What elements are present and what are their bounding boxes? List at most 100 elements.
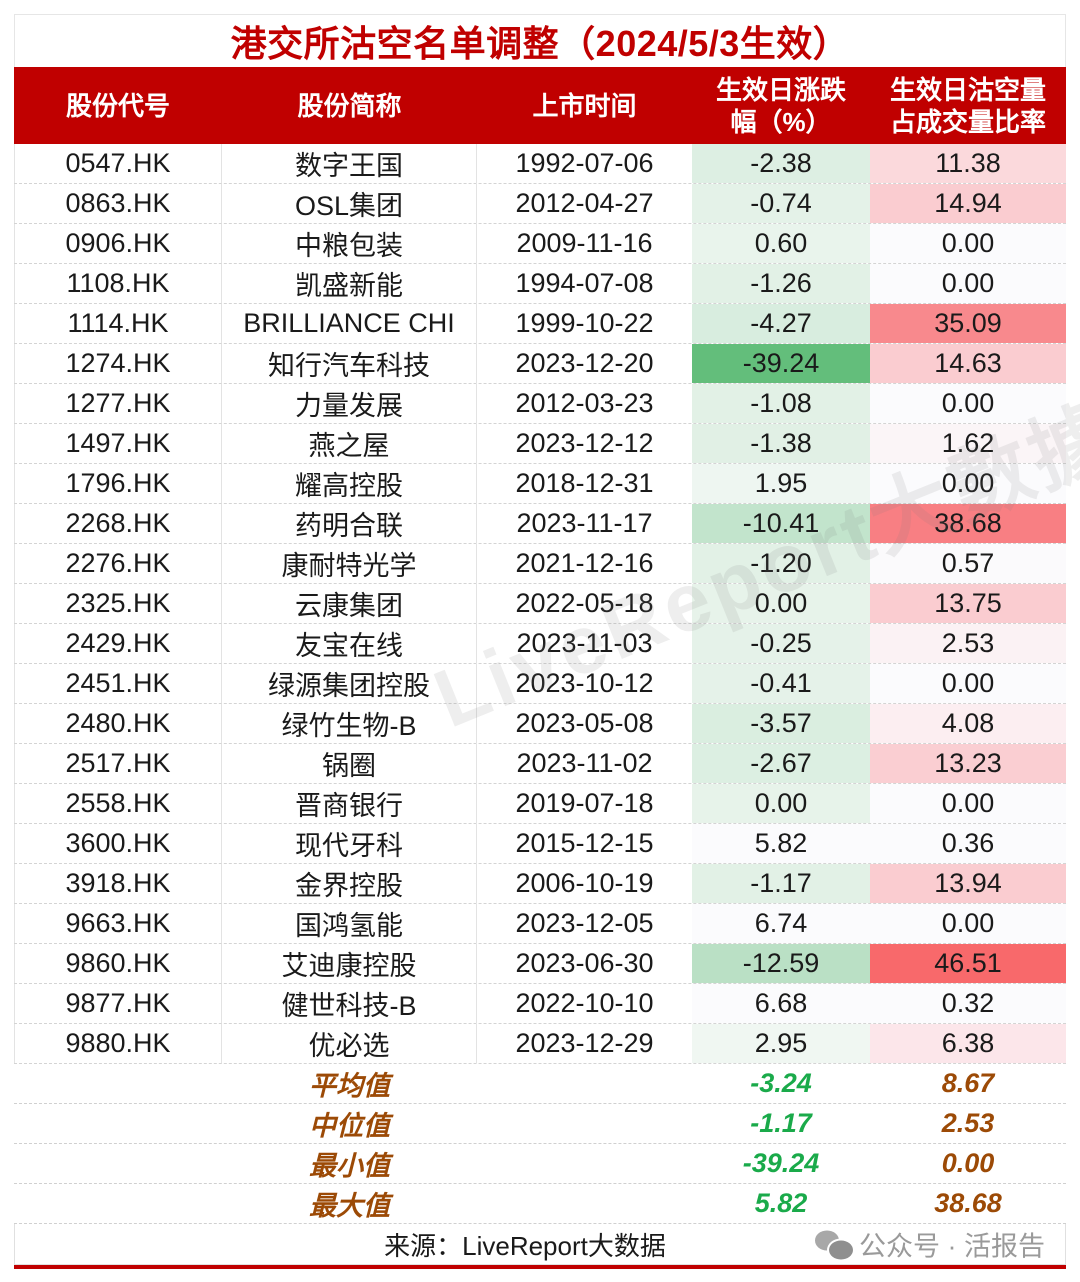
cell-change: -4.27 [692,304,870,343]
cell-name: 现代牙科 [222,824,477,863]
cell-change: -2.67 [692,744,870,783]
stat-row: 最小值 -39.24 0.00 [14,1144,1066,1184]
cell-change: -3.57 [692,704,870,743]
cell-change: -1.17 [692,864,870,903]
header-ratio-line2: 占成交量比率 [889,106,1046,137]
header-change: 生效日涨跌 幅（%） [692,67,870,144]
table-row: 2480.HK 绿竹生物-B 2023-05-08 -3.57 4.08 [14,704,1066,744]
table-row: 1274.HK 知行汽车科技 2023-12-20 -39.24 14.63 [14,344,1066,384]
cell-code: 9663.HK [14,904,222,943]
cell-name: 绿源集团控股 [222,664,477,703]
stat-spacer [14,1104,222,1143]
cell-short-ratio: 4.08 [870,704,1066,743]
cell-listing-date: 1994-07-08 [515,268,654,298]
table-row: 0906.HK 中粮包装 2009-11-16 0.60 0.00 [14,224,1066,264]
cell-change: 5.82 [692,824,870,863]
cell-code: 1114.HK [14,304,222,343]
cell-code: 3918.HK [14,864,222,903]
cell-change: -1.38 [692,424,870,463]
table-row: 0547.HK 数字王国 1992-07-06 -2.38 11.38 [14,144,1066,184]
cell-short-ratio: 1.62 [870,424,1066,463]
table-row: 9880.HK 优必选 2023-12-29 2.95 6.38 [14,1024,1066,1064]
cell-listing-date: 2022-10-10 [515,988,654,1018]
cell-listing-date: 2012-04-27 [515,188,654,218]
table-row: 1277.HK 力量发展 2012-03-23 -1.08 0.00 [14,384,1066,424]
source-row: 来源：LiveReport大数据 公众号 · 活报告 [14,1224,1066,1265]
cell-name: BRILLIANCE CHI [222,304,477,343]
cell-code: 1274.HK [14,344,222,383]
cell-short-ratio: 14.63 [870,344,1066,383]
stat-label: 最小值 [309,1151,390,1181]
cell-change: 6.68 [692,984,870,1023]
cell-short-ratio: 2.53 [870,624,1066,663]
stat-ratio: 2.53 [941,1108,995,1138]
cell-code: 9860.HK [14,944,222,983]
cell-name: 中粮包装 [222,224,477,263]
cell-short-ratio: 6.38 [870,1024,1066,1063]
cell-code: 2429.HK [14,624,222,663]
table-row: 1497.HK 燕之屋 2023-12-12 -1.38 1.62 [14,424,1066,464]
table-row: 2517.HK 锅圈 2023-11-02 -2.67 13.23 [14,744,1066,784]
cell-short-ratio: 0.00 [870,904,1066,943]
table-header: 股份代号 股份简称 上市时间 生效日涨跌 幅（%） 生效日沽空量 占成交量比率 [14,67,1066,144]
cell-listing-date: 2023-06-30 [515,948,654,978]
stat-spacer [14,1064,222,1103]
cell-listing-date: 2023-11-03 [516,628,653,658]
cell-listing-date: 2023-12-20 [515,348,654,378]
cell-code: 0863.HK [14,184,222,223]
cell-change: 1.95 [692,464,870,503]
cell-change: 0.00 [692,784,870,823]
header-ratio-line1: 生效日沽空量 [889,74,1046,105]
cell-name: 晋商银行 [222,784,477,823]
cell-short-ratio: 14.94 [870,184,1066,223]
table-row: 2268.HK 药明合联 2023-11-17 -10.41 38.68 [14,504,1066,544]
cell-code: 2325.HK [14,584,222,623]
cell-code: 1277.HK [14,384,222,423]
cell-short-ratio: 0.00 [870,664,1066,703]
cell-listing-date: 2023-05-08 [515,708,654,738]
cell-name: 友宝在线 [222,624,477,663]
cell-name: 力量发展 [222,384,477,423]
stat-row: 平均值 -3.24 8.67 [14,1064,1066,1104]
table-row: 9877.HK 健世科技-B 2022-10-10 6.68 0.32 [14,984,1066,1024]
stat-ratio: 8.67 [941,1068,995,1098]
cell-short-ratio: 46.51 [870,944,1066,983]
cell-code: 2276.HK [14,544,222,583]
stat-ratio: 38.68 [934,1188,1002,1218]
cell-name: 燕之屋 [222,424,477,463]
cell-change: 2.95 [692,1024,870,1063]
table-row: 1108.HK 凯盛新能 1994-07-08 -1.26 0.00 [14,264,1066,304]
stat-spacer [477,1104,692,1143]
cell-listing-date: 1999-10-22 [515,308,654,338]
cell-name: 绿竹生物-B [222,704,477,743]
table-row: 0863.HK OSL集团 2012-04-27 -0.74 14.94 [14,184,1066,224]
cell-listing-date: 2018-12-31 [515,468,654,498]
stats-section: 平均值 -3.24 8.67 中位值 -1.17 2.53 最小值 -39.24 0.00 最大值… [14,1064,1066,1224]
cell-name: 凯盛新能 [222,264,477,303]
cell-change: 0.60 [692,224,870,263]
cell-name: 国鸿氢能 [222,904,477,943]
cell-short-ratio: 0.00 [870,384,1066,423]
stat-spacer [477,1184,692,1223]
cell-change: -10.41 [692,504,870,543]
cell-name: 数字王国 [222,144,477,183]
cell-listing-date: 2022-05-18 [515,588,654,618]
cell-code: 2268.HK [14,504,222,543]
cell-name: 耀高控股 [222,464,477,503]
wechat-badge: 公众号 · 活报告 [815,1225,1045,1264]
cell-short-ratio: 38.68 [870,504,1066,543]
stat-change: 5.82 [754,1188,808,1218]
cell-listing-date: 2012-03-23 [515,388,654,418]
cell-short-ratio: 13.23 [870,744,1066,783]
stat-label: 平均值 [309,1071,390,1101]
cell-name: 锅圈 [222,744,477,783]
wechat-icon [815,1230,855,1261]
header-name: 股份简称 [297,90,402,121]
cell-listing-date: 2006-10-19 [515,868,654,898]
table-row: 9663.HK 国鸿氢能 2023-12-05 6.74 0.00 [14,904,1066,944]
cell-listing-date: 2015-12-15 [515,828,654,858]
cell-listing-date: 2021-12-16 [515,548,654,578]
cell-listing-date: 2023-11-02 [516,748,653,778]
stat-spacer [477,1064,692,1103]
stat-label: 中位值 [309,1111,390,1141]
